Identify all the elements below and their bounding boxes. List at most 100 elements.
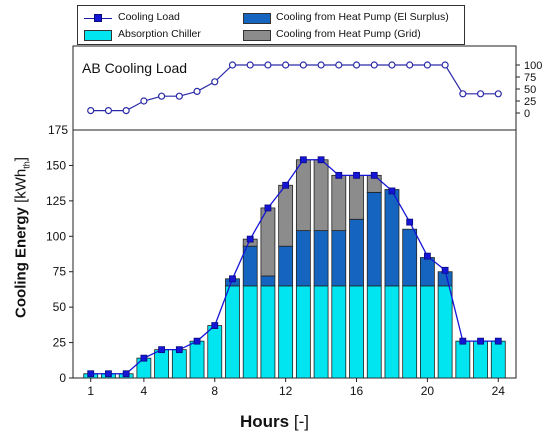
bar-segment: [331, 230, 347, 287]
legend-absorption-label: Absorption Chiller: [118, 28, 201, 40]
top-right-tick-label: 25: [524, 96, 536, 108]
cooling-load-point: [158, 346, 166, 354]
cooling-load-point: [211, 322, 219, 329]
cooling-load-point: [87, 370, 95, 378]
cooling-load-point: [459, 337, 467, 345]
ab-load-point: [423, 61, 431, 69]
bar-segment: [260, 207, 276, 277]
cooling-load-point: [105, 370, 112, 378]
y-tick-label: 100: [46, 229, 66, 243]
ab-load-point: [175, 92, 183, 100]
legend-absorption-swatch: [84, 30, 112, 41]
top-right-tick-label: 0: [524, 108, 530, 120]
y-axis-unit-sub: th: [21, 161, 32, 169]
bar-segment: [455, 340, 471, 379]
cooling-load-point: [423, 252, 431, 260]
x-tick-label: 20: [421, 384, 435, 398]
x-tick-label: 24: [492, 384, 506, 398]
legend-hp-el-surplus-label: Cooling from Heat Pump (El Surplus): [276, 11, 449, 23]
ab-load-point: [317, 61, 325, 69]
cooling-load-point: [299, 156, 307, 164]
bar-segment: [490, 340, 506, 379]
bar-segment: [419, 285, 435, 379]
legend-hp-el-surplus-swatch: [243, 13, 271, 24]
x-tick-label: 8: [211, 384, 218, 398]
legend: Cooling Load Absorption Chiller Cooling …: [77, 5, 465, 45]
bar-segment: [419, 257, 435, 287]
legend-cooling-load-label: Cooling Load: [118, 11, 180, 23]
bar-segment: [260, 275, 276, 287]
bar-segment: [313, 159, 329, 232]
ab-load-point: [441, 61, 449, 69]
cooling-load-point: [193, 337, 201, 345]
bar-segment: [366, 285, 382, 379]
top-left-tick-label: 175: [48, 123, 68, 137]
cooling-load-point: [264, 204, 272, 212]
cooling-load-point: [494, 337, 502, 345]
cooling-load-point: [229, 275, 236, 283]
bar-segment: [278, 285, 294, 379]
y-tick-label: 0: [59, 371, 66, 385]
ab-load-point: [104, 106, 113, 115]
bar-segment: [331, 174, 347, 232]
cooling-load-point: [282, 181, 290, 189]
bar-segment: [295, 285, 311, 379]
ab-load-point: [406, 61, 414, 69]
bar-segment: [313, 285, 329, 379]
ab-load-point: [211, 78, 219, 86]
ab-load-point: [228, 61, 237, 69]
cooling-load-point: [246, 235, 254, 243]
top-panel-title: AB Cooling Load: [82, 60, 188, 76]
cooling-load-point: [370, 171, 378, 179]
ab-load-point: [352, 61, 361, 69]
bar-segment: [278, 245, 294, 287]
bar-segment: [189, 340, 205, 379]
ab-load-point: [122, 106, 130, 115]
ab-load-point: [87, 106, 95, 115]
bar-segment: [295, 230, 311, 287]
y-axis-unit-close: ]: [12, 157, 30, 162]
cooling-load-point: [441, 266, 449, 274]
cooling-load-point: [477, 337, 484, 345]
x-tick-label: 1: [87, 384, 94, 398]
bar-segment: [278, 184, 294, 247]
bottom-panel-frame: [72, 129, 517, 379]
bar-segment: [331, 285, 347, 379]
x-axis-unit: [-]: [293, 412, 309, 431]
bar-segment: [242, 285, 258, 379]
bar-segment: [225, 285, 240, 379]
ab-load-point: [299, 61, 307, 69]
top-right-tick-label: 50: [524, 84, 536, 96]
bar-segment: [437, 285, 453, 379]
legend-hp-grid-swatch: [243, 30, 271, 41]
bar-segment: [473, 340, 488, 379]
ab-load-point: [370, 61, 378, 69]
ab-load-point: [158, 92, 166, 100]
ab-load-point: [494, 90, 502, 98]
bar-segment: [402, 228, 418, 287]
x-axis-label-text: Hours: [240, 412, 290, 431]
x-tick-label: 12: [279, 384, 293, 398]
y-axis-label-text: Cooling Energy: [12, 207, 30, 318]
bar-segment: [154, 349, 170, 379]
x-tick-label: 16: [350, 384, 364, 398]
top-right-tick-label: 75: [524, 72, 536, 84]
cooling-load-point: [140, 354, 148, 362]
y-tick-label: 125: [46, 194, 66, 208]
ab-load-point: [335, 61, 343, 69]
legend-hp-grid-label: Cooling from Heat Pump (Grid): [276, 28, 421, 40]
y-axis-label: Cooling Energy [kWhth]: [13, 138, 32, 338]
cooling-load-point: [406, 218, 414, 226]
bar-segment: [349, 174, 364, 220]
bar-segment: [402, 285, 418, 379]
bar-segment: [171, 349, 187, 379]
top-panel-frame: [72, 45, 517, 131]
x-tick-label: 4: [141, 384, 148, 398]
cooling-load-point: [175, 346, 183, 354]
bar-segment: [207, 325, 223, 379]
ab-load-point: [193, 87, 201, 96]
top-right-tick-label: 100: [524, 60, 542, 72]
y-tick-label: 25: [53, 336, 67, 350]
cooling-load-point: [388, 187, 396, 195]
y-axis-unit-open: [kWh: [12, 168, 30, 203]
